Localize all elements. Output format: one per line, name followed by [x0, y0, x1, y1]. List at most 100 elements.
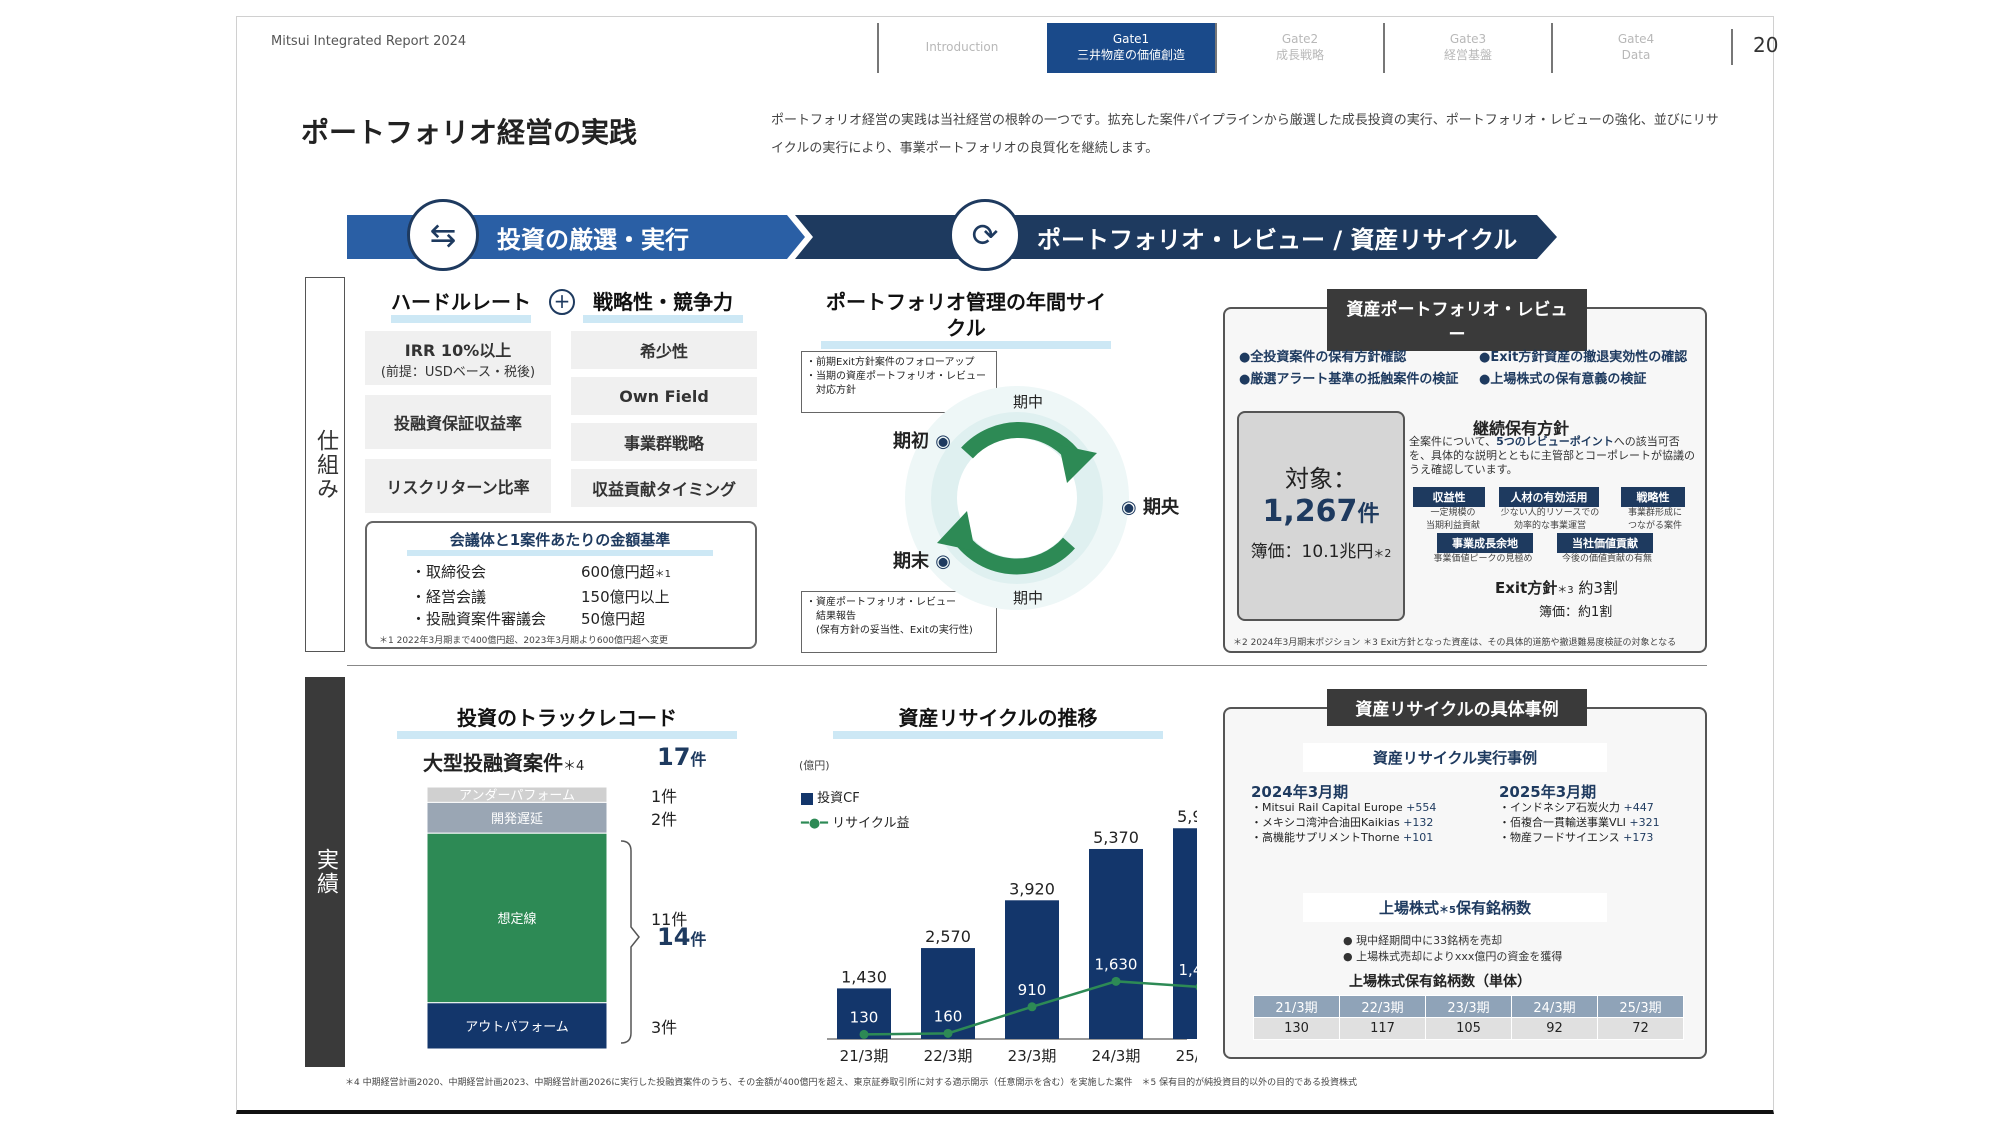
bar-label: 2,570 [925, 927, 971, 946]
strategy-ownfield: Own Field [571, 377, 757, 415]
tab-gate3[interactable]: Gate3 経営基盤 [1383, 23, 1551, 73]
review-bullets: ●全投資案件の保有方針確認 ●Exit方針資産の撤退実効性の確認 ●厳選アラート基… [1239, 350, 1688, 387]
track-segment-count: 11件 [651, 910, 688, 929]
track-segment [427, 1002, 608, 1050]
recycle-item: ・Mitsui Rail Capital Europe +554 [1251, 801, 1437, 814]
tab-introduction[interactable]: Introduction [877, 23, 1045, 73]
cycle-heading: ポートフォリオ管理の年間サイクル [821, 289, 1111, 349]
cycle-midterm-top: 期中 [1013, 393, 1044, 411]
tab-gate4[interactable]: Gate4 Data [1551, 23, 1719, 73]
review-icon: ⟳ [949, 199, 1021, 271]
strategy-timing: 収益貢献タイミング [571, 469, 757, 507]
bar [1173, 828, 1197, 1039]
x-tick-label: 24/3期 [1092, 1047, 1141, 1065]
hold-title: 継続保有方針 [1473, 419, 1570, 438]
strategy-rarity: 希少性 [571, 331, 757, 369]
report-page: Mitsui Integrated Report 2024 Introducti… [236, 16, 1778, 1114]
track-segment-count: 3件 [651, 1017, 678, 1037]
recycle-chart-heading: 資産リサイクルの推移 [833, 705, 1163, 739]
bar [921, 948, 975, 1039]
line-label: 130 [850, 1008, 879, 1026]
cycle-start: 期初 ◉ [893, 431, 951, 452]
line-label: 910 [1018, 981, 1047, 999]
point-value: 当社価値貢献 [1557, 533, 1653, 553]
tab-gate1[interactable]: Gate1 三井物産の価値創造 [1047, 23, 1215, 73]
tab-gate2[interactable]: Gate2 成長戦略 [1215, 23, 1383, 73]
recycle-item: ・高機能サプリメントThorne +101 [1251, 831, 1434, 844]
review-target-box: 対象： 1,267件 簿価：10.1兆円＊2 [1237, 411, 1405, 621]
bar-label: 3,920 [1009, 879, 1055, 898]
x-tick-label: 22/3期 [924, 1047, 973, 1065]
point-hr-desc: 少ない人的リソースでの 効率的な事業運営 [1500, 508, 1600, 531]
line-point [1195, 983, 1197, 991]
track-counts: 1件 2件 11件 3件 [647, 785, 707, 1049]
recycle-col1: 2024年3月期 ・Mitsui Rail Capital Europe +55… [1251, 783, 1437, 845]
track-group-total: 14件 [657, 923, 707, 951]
meeting-box: 会議体と1案件あたりの金額基準 ・取締役会 600億円超＊1 ・経営会議 150億円… [365, 521, 757, 649]
bar-label: 1,430 [841, 967, 887, 986]
cycle-bottom-box: ・資産ポートフォリオ・レビュー 結果報告 (保有方針の妥当性、Exitの実行性) [801, 591, 997, 653]
meeting-note: ＊1 2022年3月期まで400億円超、2023年3月期より600億円超へ変更 [379, 636, 669, 646]
recycle-title: 資産リサイクルの具体事例 [1327, 689, 1587, 726]
bar-label: 5,956 [1177, 807, 1197, 826]
meeting-row: ・取締役会 600億円超＊1 [411, 563, 672, 581]
meeting-rows: ・取締役会 600億円超＊1 ・経営会議 150億円以上 ・投融資案件審議会 50億円… [411, 561, 671, 630]
bar [1089, 848, 1143, 1039]
chart-legend: 投資CF ━●━ リサイクル益 [801, 787, 910, 831]
track-segment-label: アウトパフォーム [465, 1020, 569, 1035]
line-point [1027, 1002, 1037, 1012]
line-label: 1,470 [1179, 961, 1197, 979]
invest-icon: ⇆ [407, 199, 479, 271]
track-total: 17件 [657, 743, 707, 771]
track-segment [427, 832, 608, 1004]
legend-item: 投資CF [801, 787, 910, 806]
report-title: Mitsui Integrated Report 2024 [271, 34, 467, 49]
recycle-item: ・物産フードサイエンス +173 [1499, 831, 1654, 844]
meeting-row: ・経営会議 150億円以上 [411, 588, 670, 606]
band-left-label: 投資の厳選・実行 [497, 225, 689, 254]
listed-bullets: ● 現中経期間中に33銘柄を売却 ● 上場株式売却によりxxx億円の資金を獲得 [1343, 934, 1563, 963]
point-strategy: 戦略性 [1621, 487, 1685, 507]
meeting-title: 会議体と1案件あたりの金額基準 [407, 529, 713, 556]
page-number: 20 [1731, 29, 1778, 65]
hurdle-heading: ハードルレート [391, 289, 531, 323]
track-segment-count: 1件 [651, 786, 678, 806]
page-title: ポートフォリオ経営の実践 [301, 116, 638, 149]
point-strategy-desc: 事業群形成に つながる案件 [1627, 508, 1682, 531]
x-tick-label: 25/3期 [1176, 1047, 1197, 1065]
line-label: 1,630 [1095, 955, 1138, 973]
side-label-results: 実績 [305, 677, 345, 1067]
cycle-end: 期末 ◉ [893, 551, 951, 572]
intro-text: ポートフォリオ経営の実践は当社経営の根幹の一つです。拡充した案件パイプラインから… [771, 113, 1719, 156]
cycle-top-box: ・前期Exit方針案件のフォローアップ ・当期の資産ポートフォリオ・レビュー 対… [801, 351, 997, 413]
listed-table-title: 上場株式保有銘柄数（単体） [1349, 974, 1531, 990]
plus-icon: + [549, 289, 575, 315]
recycle-col2: 2025年3月期 ・インドネシア石炭火力 +447 ・佰複合一貫輸送事業VLI … [1499, 783, 1660, 845]
track-segment-label: 想定線 [497, 911, 536, 927]
point-profit-desc: 一定規模の 当期利益貢献 [1425, 508, 1480, 531]
point-hr: 人材の有効活用 [1499, 487, 1599, 507]
line-point [943, 1028, 953, 1038]
hold-desc: 全案件について、5つのレビューポイントへの該当可否を、具体的な説明とともに主管部… [1409, 435, 1695, 476]
listed-title: 上場株式＊5保有銘柄数 [1303, 893, 1607, 922]
x-tick-label: 23/3期 [1008, 1047, 1057, 1065]
track-segment [427, 801, 608, 834]
line-label: 160 [934, 1007, 963, 1025]
divider [347, 665, 1707, 666]
chart-unit: (億円) [799, 759, 830, 772]
hurdle-riskreturn: リスクリターン比率 [365, 459, 551, 513]
line-point [1111, 976, 1121, 986]
hurdle-irr: IRR 10%以上 (前提：USDベース・税後) [365, 331, 551, 385]
cycle-midterm-bottom: 期中 [1013, 589, 1044, 607]
track-heading: 投資のトラックレコード [397, 705, 737, 739]
recycle-item: ・インドネシア石炭火力 +447 [1499, 801, 1654, 814]
bar [1005, 900, 1059, 1039]
track-segment-label: アンダーパフォーム [459, 789, 575, 804]
line-point [859, 1029, 869, 1039]
point-profit: 収益性 [1413, 487, 1485, 507]
track-bracket [620, 840, 640, 1044]
side-label-mechanism: 仕組み [305, 277, 345, 652]
listed-table: 21/3期 22/3期 23/3期 24/3期 25/3期 130 117 105 92 72 [1253, 995, 1684, 1040]
track-sub: 大型投融資案件＊4 [423, 751, 585, 775]
